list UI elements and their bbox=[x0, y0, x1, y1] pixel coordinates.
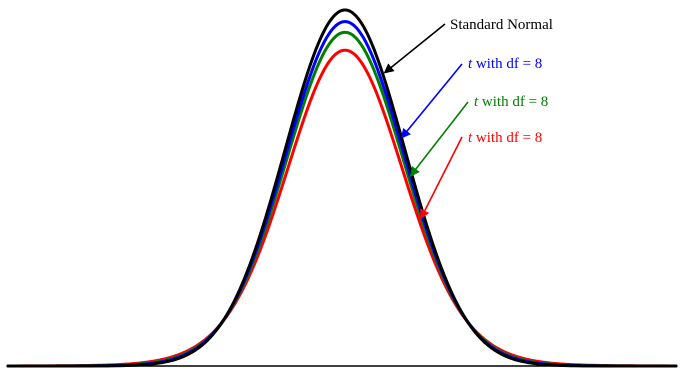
annotation-label-1: t with df = 8 bbox=[468, 56, 542, 72]
annotation-text: with df = 8 bbox=[472, 56, 542, 72]
curve-t-df8-1 bbox=[6, 20, 678, 368]
curve-t-df8-3 bbox=[6, 48, 678, 368]
annotation-t-symbol: t bbox=[468, 56, 473, 72]
density-curves bbox=[6, 8, 678, 368]
annotation-t-symbol: t bbox=[468, 130, 473, 146]
annotation-arrow-1 bbox=[400, 63, 463, 139]
annotation-text: Standard Normal bbox=[450, 17, 553, 33]
annotation-label-2: t with df = 8 bbox=[474, 94, 548, 110]
curve-standard-normal bbox=[6, 8, 678, 368]
annotation-arrow-3 bbox=[420, 136, 463, 220]
annotation-text: with df = 8 bbox=[472, 130, 542, 146]
annotation-text: with df = 8 bbox=[478, 94, 548, 110]
annotation-arrow-0 bbox=[383, 23, 446, 74]
annotation-label-3: t with df = 8 bbox=[468, 130, 542, 146]
annotation-label-0: Standard Normal bbox=[450, 17, 553, 33]
annotation-arrow-2 bbox=[409, 101, 469, 177]
annotation-t-symbol: t bbox=[474, 94, 479, 110]
curve-t-df8-2 bbox=[6, 30, 678, 368]
